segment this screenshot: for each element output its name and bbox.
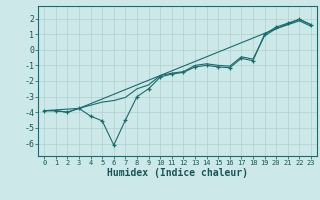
X-axis label: Humidex (Indice chaleur): Humidex (Indice chaleur): [107, 168, 248, 178]
